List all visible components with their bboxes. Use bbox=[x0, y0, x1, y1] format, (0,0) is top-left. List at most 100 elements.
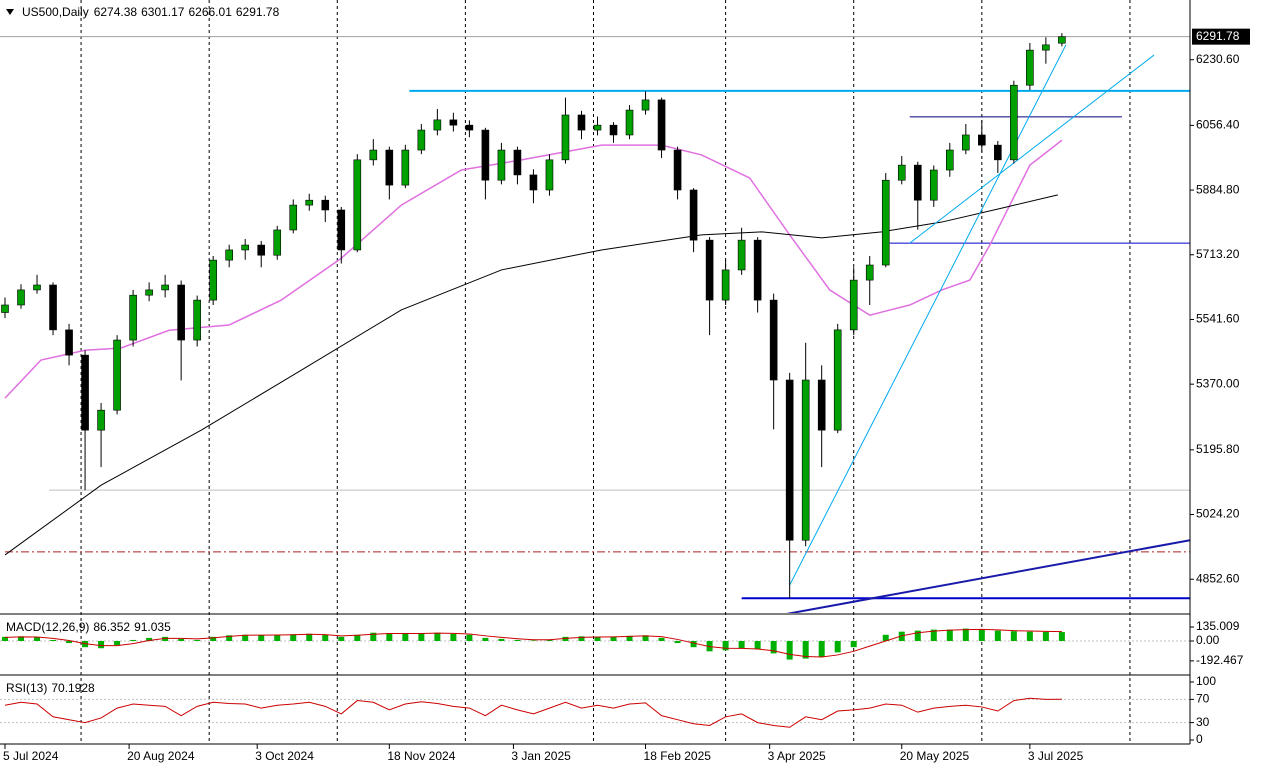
chart-header: US500,Daily 6274.38 6301.17 6266.01 6291.78 bbox=[22, 5, 280, 19]
trend-line bbox=[789, 44, 1067, 586]
macd-bar bbox=[146, 637, 153, 641]
candle-body bbox=[994, 144, 1002, 161]
candle-body bbox=[129, 294, 137, 341]
candle-body bbox=[161, 284, 169, 291]
macd-bar bbox=[834, 640, 841, 653]
x-tick-label: 20 Aug 2024 bbox=[127, 749, 195, 763]
candle-body bbox=[865, 264, 874, 281]
macd-bar bbox=[594, 636, 601, 641]
candle-body bbox=[545, 159, 554, 191]
x-tick-label: 20 May 2025 bbox=[900, 749, 970, 763]
macd-bar bbox=[642, 635, 649, 641]
candle-body bbox=[577, 114, 586, 131]
macd-bar bbox=[786, 640, 793, 660]
macd-main: 86.352 bbox=[93, 620, 130, 634]
candle-body bbox=[945, 149, 954, 171]
candle-body bbox=[849, 279, 858, 331]
candle-body bbox=[801, 379, 810, 541]
macd-bar bbox=[722, 640, 729, 651]
rsi-pane bbox=[0, 697, 1190, 728]
candle-body bbox=[241, 244, 250, 251]
macd-signal: 91.035 bbox=[134, 620, 171, 634]
macd-bar bbox=[754, 640, 761, 650]
macd-bar bbox=[1058, 632, 1065, 641]
y-tick-label: 5024.20 bbox=[1196, 507, 1240, 521]
macd-bar bbox=[994, 630, 1001, 641]
candle-body bbox=[737, 239, 746, 271]
macd-bar bbox=[1026, 631, 1033, 641]
x-tick-label: 18 Nov 2024 bbox=[387, 749, 455, 763]
x-tick-label: 3 Jan 2025 bbox=[511, 749, 571, 763]
macd-bar bbox=[434, 632, 441, 641]
moving-average bbox=[4, 194, 1059, 556]
y-tick-label: 5884.80 bbox=[1196, 182, 1240, 196]
candle-body bbox=[1058, 36, 1066, 44]
candle-body bbox=[657, 99, 666, 151]
rsi-y-tick-label: 30 bbox=[1196, 715, 1210, 729]
candle-body bbox=[289, 204, 298, 231]
candle-body bbox=[978, 134, 986, 146]
candle-body bbox=[561, 114, 570, 161]
macd-y-tick-label: 135.009 bbox=[1196, 619, 1240, 633]
macd-bar bbox=[514, 639, 521, 641]
macd-bar bbox=[914, 630, 921, 641]
candle-body bbox=[753, 239, 762, 301]
macd-bar bbox=[18, 636, 25, 641]
candle-body bbox=[609, 124, 618, 136]
macd-bar bbox=[290, 634, 297, 641]
macd-bar bbox=[450, 633, 457, 641]
macd-bar bbox=[370, 632, 377, 641]
candle-body bbox=[769, 299, 778, 381]
macd-bar bbox=[50, 639, 57, 641]
candle-body bbox=[97, 409, 105, 431]
macd-title: MACD(12,26,9) 86.352 91.035 bbox=[6, 620, 171, 634]
x-tick-label: 3 Oct 2024 bbox=[255, 749, 314, 763]
y-tick-label: 6230.60 bbox=[1196, 52, 1240, 66]
rsi-title: RSI(13) 70.1928 bbox=[6, 681, 95, 695]
candle-body bbox=[321, 199, 330, 211]
candle-body bbox=[257, 244, 266, 256]
macd-bar bbox=[322, 634, 329, 641]
macd-bar bbox=[978, 629, 985, 641]
candle-body bbox=[385, 149, 394, 186]
candle-body bbox=[1026, 49, 1034, 86]
macd-bar bbox=[114, 640, 121, 646]
candle-body bbox=[401, 149, 410, 186]
candle-body bbox=[625, 109, 634, 136]
macd-y-tick-label: 0.00 bbox=[1196, 633, 1220, 647]
macd-bar bbox=[306, 633, 313, 641]
candle-body bbox=[481, 129, 490, 181]
macd-bar bbox=[802, 640, 809, 659]
macd-bar bbox=[338, 636, 345, 641]
macd-bar bbox=[402, 633, 409, 641]
candle-body bbox=[785, 379, 794, 541]
macd-bar bbox=[274, 634, 281, 641]
macd-bar bbox=[242, 634, 249, 641]
open: 6274.38 bbox=[94, 5, 138, 19]
x-tick-label: 18 Feb 2025 bbox=[644, 749, 712, 763]
candle-body bbox=[705, 239, 714, 301]
macd-bar bbox=[850, 640, 857, 648]
macd-bar bbox=[98, 640, 105, 649]
macd-bar bbox=[770, 640, 777, 654]
candle-body bbox=[49, 284, 57, 331]
macd-bar bbox=[962, 628, 969, 641]
candle-body bbox=[449, 119, 458, 126]
trend-line bbox=[909, 54, 1155, 244]
macd-bar bbox=[706, 640, 713, 652]
grid bbox=[80, 0, 1131, 744]
candle-body bbox=[193, 299, 201, 341]
rsi-y-tick-label: 100 bbox=[1196, 674, 1216, 688]
macd-bar bbox=[498, 638, 505, 641]
symbol: US500,Daily bbox=[22, 5, 89, 19]
macd-bar bbox=[946, 629, 953, 641]
x-tick-label: 3 Apr 2025 bbox=[768, 749, 826, 763]
candle-body bbox=[962, 134, 970, 151]
candle-body bbox=[593, 124, 602, 131]
macd-bar bbox=[562, 636, 569, 641]
macd-bar bbox=[2, 636, 8, 641]
y-tick-label: 5713.20 bbox=[1196, 247, 1240, 261]
trend-line bbox=[786, 539, 1190, 613]
